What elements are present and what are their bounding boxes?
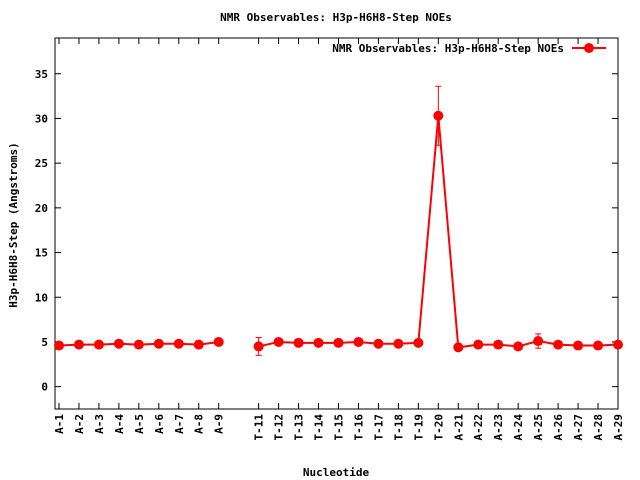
data-point: [493, 339, 504, 350]
y-tick-label: 30: [35, 112, 48, 125]
x-tick-label: A-5: [133, 414, 146, 434]
x-tick-label: A-2: [73, 414, 86, 434]
data-point: [573, 340, 584, 351]
data-point: [513, 341, 524, 352]
data-point: [373, 338, 384, 349]
plot-area: [53, 85, 623, 356]
x-axis: A-1 A-2 A-3 A-4 A-5 A-6 A-7 A-8 A-9 T-11 T-12 T-13 T…: [53, 38, 625, 441]
data-point: [333, 337, 344, 348]
legend-label: NMR Observables: H3p-H6H8-Step NOEs: [332, 42, 564, 55]
x-tick-label: A-29: [612, 414, 625, 441]
y-axis-label: H3p-H6H8-Step (Angstroms): [7, 142, 20, 308]
data-point: [413, 337, 424, 348]
x-tick-label: T-20: [432, 414, 445, 441]
data-point: [213, 336, 224, 347]
x-tick-label: A-6: [153, 414, 166, 434]
data-point: [133, 339, 144, 350]
data-point: [473, 339, 484, 350]
y-tick-label: 20: [35, 202, 48, 215]
data-point: [613, 339, 623, 350]
x-tick-label: T-14: [313, 414, 326, 441]
x-tick-label: A-25: [532, 414, 545, 441]
x-tick-label: T-11: [253, 414, 266, 441]
data-point: [453, 342, 464, 353]
x-tick-label: A-3: [93, 414, 106, 434]
data-point: [53, 340, 64, 351]
x-tick-label: T-16: [352, 414, 365, 441]
y-tick-label: 0: [41, 381, 48, 394]
legend: NMR Observables: H3p-H6H8-Step NOEs: [332, 42, 606, 55]
y-tick-label: 5: [41, 336, 48, 349]
y-axis: 0 5 10 15 20 25 30 35: [35, 68, 618, 394]
x-tick-label: A-7: [173, 414, 186, 434]
x-tick-label: A-21: [452, 414, 465, 441]
data-point: [313, 337, 324, 348]
x-tick-label: T-12: [273, 414, 286, 441]
y-tick-label: 10: [35, 291, 48, 304]
x-tick-label: A-23: [492, 414, 505, 441]
plot-frame: [54, 37, 619, 410]
y-tick-label: 25: [35, 157, 48, 170]
x-tick-label: T-18: [392, 414, 405, 441]
x-tick-label: T-15: [332, 414, 345, 441]
data-point: [273, 336, 284, 347]
data-point: [93, 339, 104, 350]
chart-title: NMR Observables: H3p-H6H8-Step NOEs: [220, 11, 452, 24]
x-axis-label: Nucleotide: [303, 466, 370, 479]
x-tick-label: A-22: [472, 414, 485, 441]
data-point: [533, 336, 544, 347]
data-point: [193, 339, 204, 350]
data-point: [153, 338, 164, 349]
data-point: [253, 341, 264, 352]
data-point: [553, 339, 564, 350]
x-tick-label: T-19: [412, 414, 425, 441]
x-tick-label: A-28: [592, 414, 605, 441]
x-tick-label: A-4: [113, 414, 126, 434]
y-tick-label: 35: [35, 68, 48, 81]
x-tick-label: A-8: [193, 414, 206, 434]
x-tick-label: T-17: [372, 414, 385, 441]
data-point: [293, 337, 304, 348]
data-point: [433, 110, 444, 121]
x-tick-label: A-27: [572, 414, 585, 441]
data-point: [353, 336, 364, 347]
series-line: [258, 115, 619, 349]
data-point: [73, 339, 84, 350]
data-point: [173, 338, 184, 349]
x-tick-label: T-13: [293, 414, 306, 441]
x-tick-label: A-26: [552, 414, 565, 441]
x-tick-label: A-24: [512, 414, 525, 441]
data-point: [113, 338, 124, 349]
y-tick-label: 15: [35, 247, 48, 260]
x-tick-label: A-9: [213, 414, 226, 434]
data-point: [593, 340, 604, 351]
x-tick-label: A-1: [53, 414, 66, 434]
legend-marker: [584, 43, 594, 53]
data-point: [393, 338, 404, 349]
